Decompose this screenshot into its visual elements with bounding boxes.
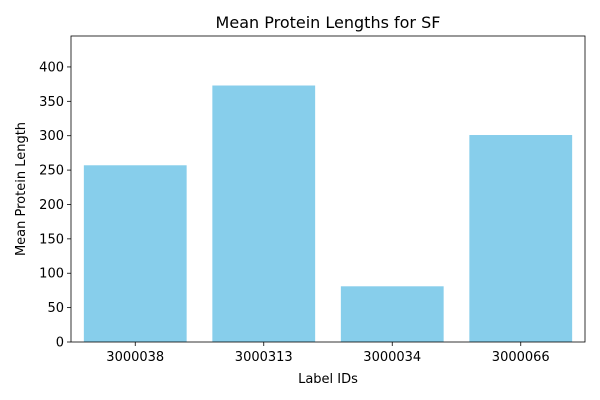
bar-3000066	[469, 135, 573, 342]
bar-3000034	[340, 286, 444, 342]
x-tick-label: 3000313	[235, 350, 293, 365]
y-tick-label: 150	[39, 232, 64, 247]
y-tick-label: 400	[39, 60, 64, 75]
y-axis-label: Mean Protein Length	[14, 122, 29, 256]
y-tick-label: 50	[47, 301, 64, 316]
x-axis-label: Label IDs	[298, 372, 358, 387]
y-tick-label: 0	[56, 336, 64, 351]
chart-title: Mean Protein Lengths for SF	[216, 13, 441, 32]
bars-group	[83, 85, 573, 342]
y-tick-label: 200	[39, 198, 64, 213]
x-tick-label: 3000034	[363, 350, 421, 365]
bar-3000313	[212, 85, 316, 342]
x-tick-label: 3000038	[106, 350, 164, 365]
axes-group: 3000038 3000313 3000034 3000066 0 50 100 150 200…	[39, 35, 586, 365]
y-tick-label: 300	[39, 129, 64, 144]
x-tick-label: 3000066	[492, 350, 550, 365]
bar-3000038	[83, 165, 187, 342]
y-tick-label: 350	[39, 95, 64, 110]
y-tick-label: 100	[39, 267, 64, 282]
plot-frame	[70, 35, 586, 343]
y-tick-label: 250	[39, 164, 64, 179]
